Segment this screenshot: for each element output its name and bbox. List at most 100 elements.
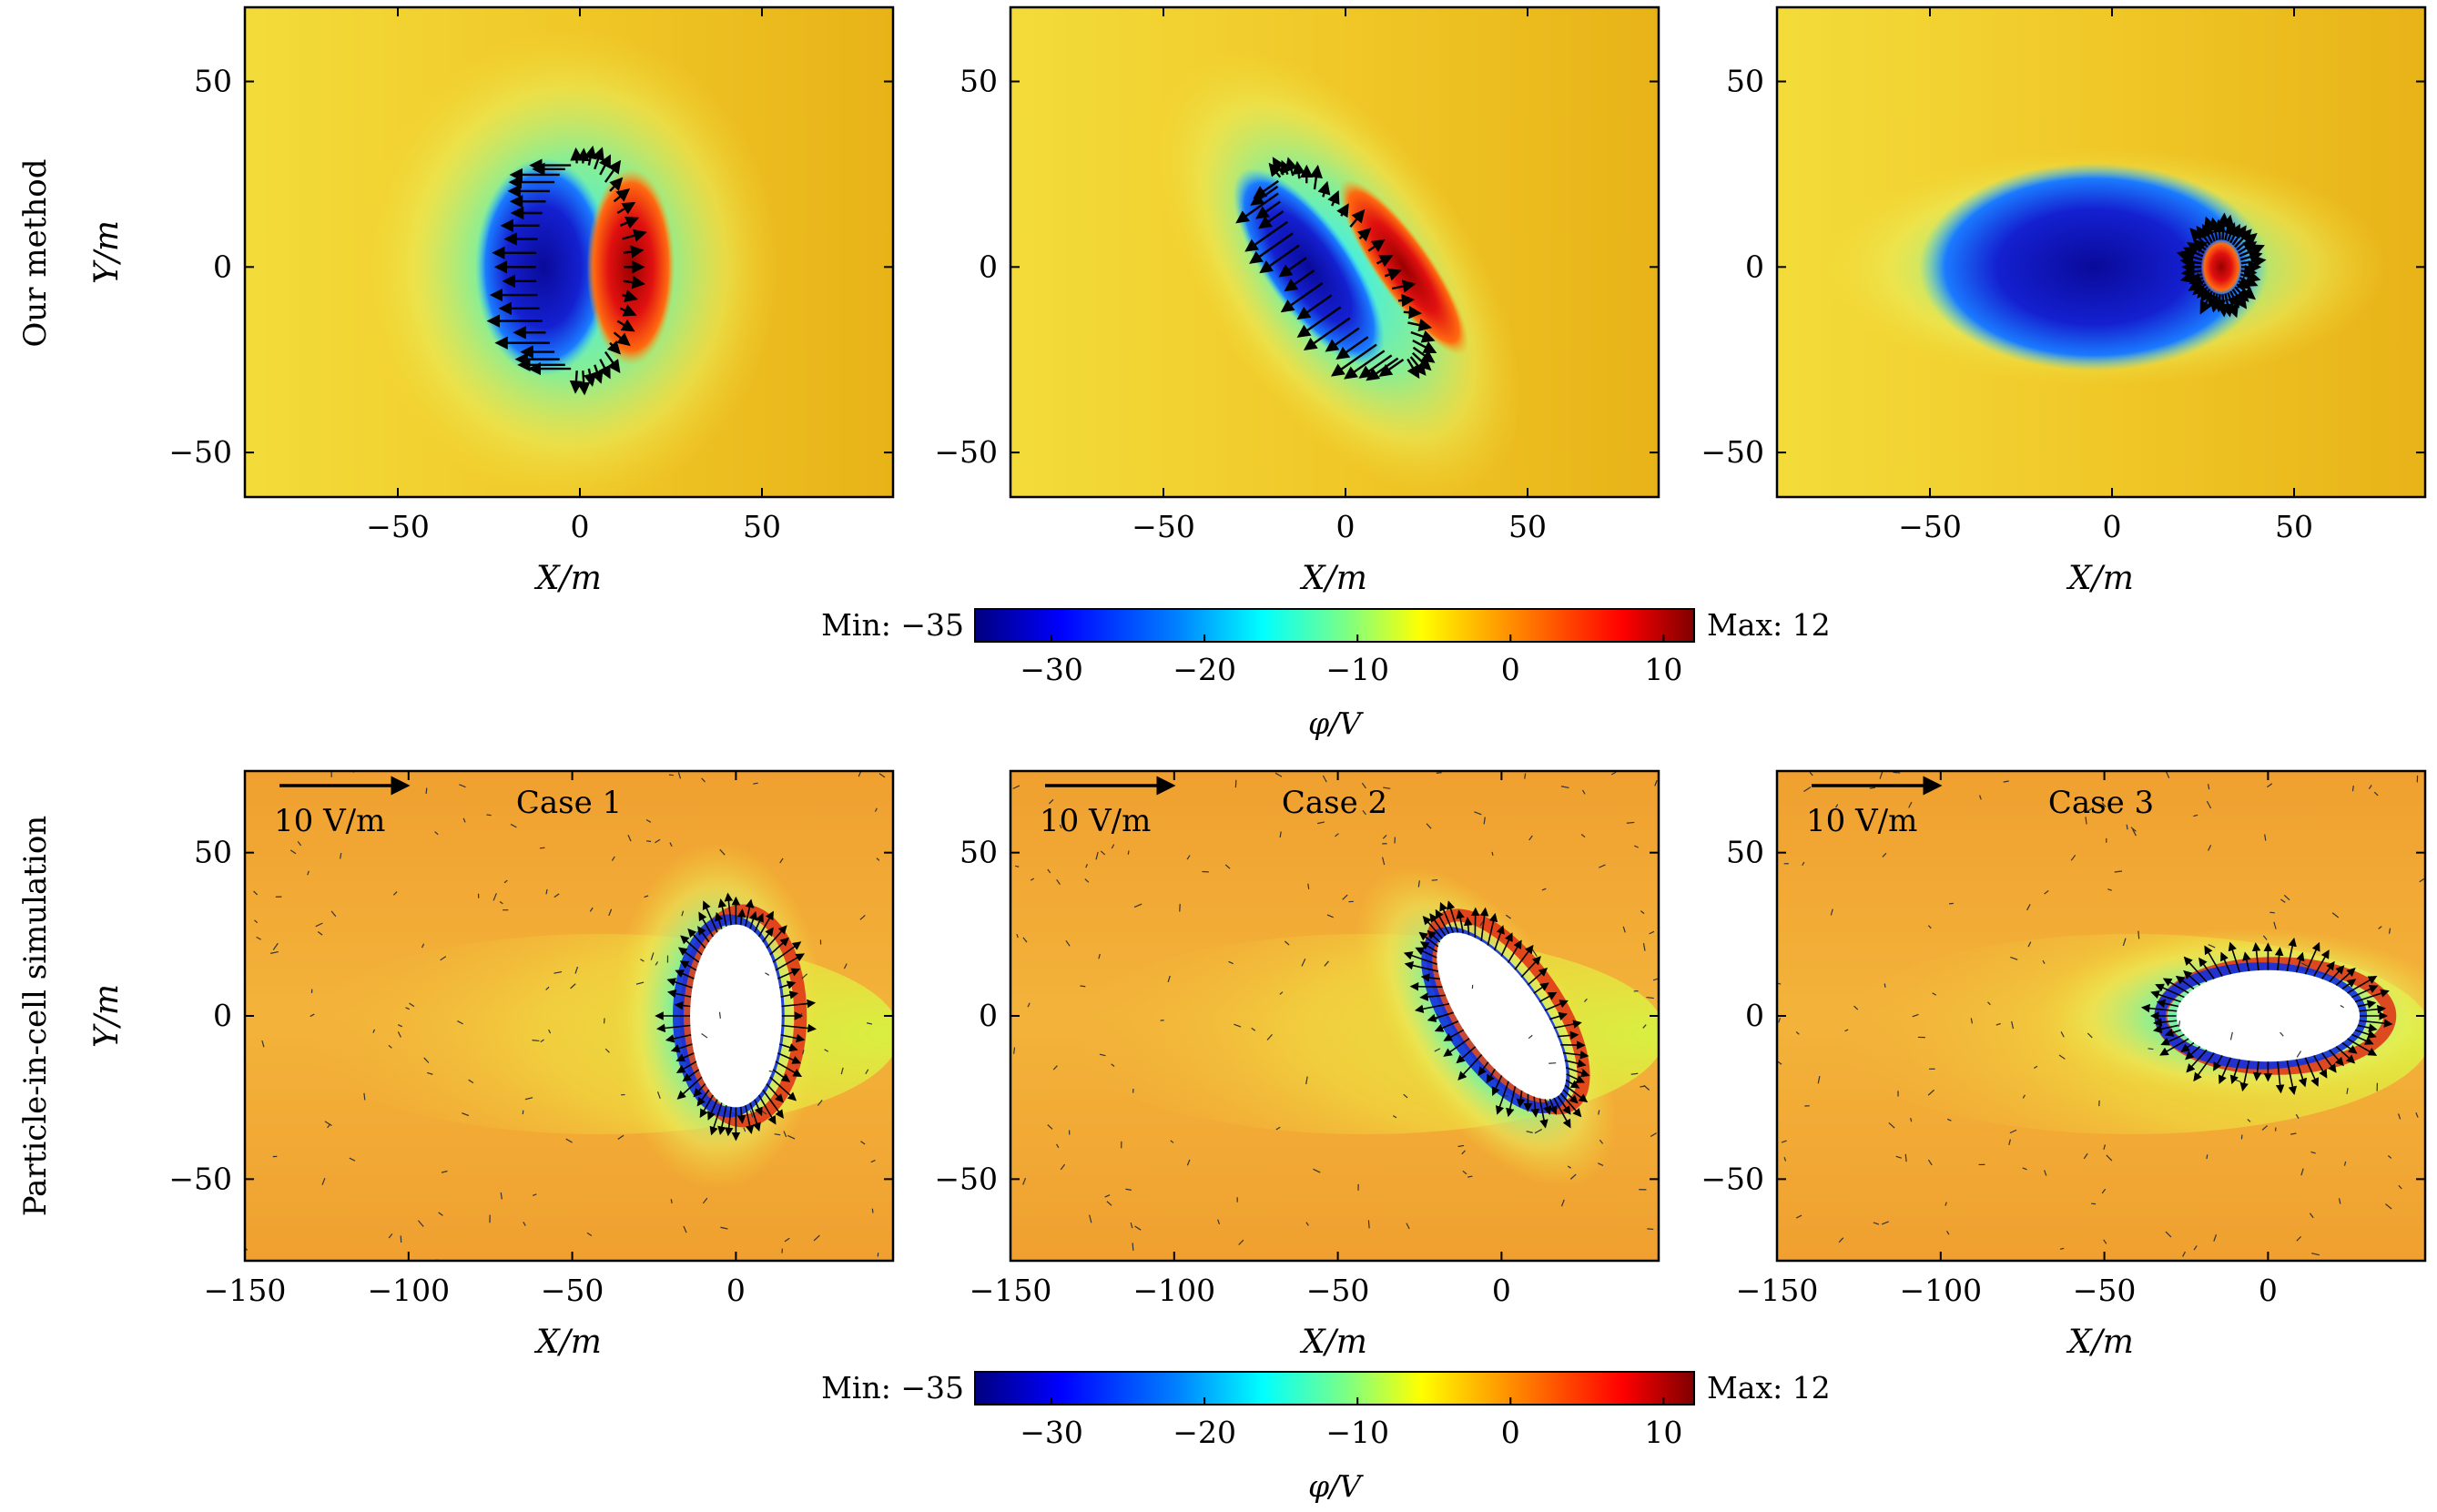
field-arrow-small — [2003, 780, 2009, 783]
x-tick-label: −50 — [541, 1273, 604, 1308]
field-arrow — [682, 1069, 700, 1082]
field-arrow — [1419, 941, 1438, 953]
y-tick-label: −50 — [1701, 434, 1764, 470]
field-arrow-small — [645, 840, 652, 843]
field-arrow — [1487, 912, 1498, 946]
field-arrow — [1415, 947, 1437, 959]
field-arrow — [598, 154, 611, 176]
field-arrow-small — [1802, 861, 1805, 866]
field-arrow-small — [1167, 975, 1171, 983]
field-arrow — [2180, 1041, 2195, 1053]
field-arrow-small — [865, 1069, 869, 1074]
field-arrow-small — [650, 952, 655, 960]
field-arrow-small — [545, 986, 550, 990]
field-arrow-small — [1052, 1065, 1058, 1071]
field-arrow-small — [655, 961, 659, 966]
field-arrow-small — [2283, 894, 2290, 901]
x-tick-label: −150 — [1736, 1273, 1819, 1308]
field-arrow — [748, 910, 757, 929]
field-arrow — [766, 925, 787, 949]
field-arrow-small — [1406, 1223, 1410, 1230]
field-arrow — [780, 1033, 806, 1043]
field-arrow-small — [719, 848, 726, 856]
field-arrows — [1403, 900, 1590, 1129]
x-tick-label: 0 — [2103, 509, 2122, 544]
field-arrow-small — [783, 1131, 787, 1138]
field-arrow-small — [1908, 801, 1913, 808]
field-arrow — [619, 304, 637, 317]
field-arrow-small — [256, 936, 261, 940]
field-arrow — [2239, 250, 2263, 264]
field-arrow-small — [2290, 1132, 2297, 1135]
field-arrow-small — [1978, 795, 1982, 800]
field-arrow — [623, 245, 645, 259]
y-tick-label: −50 — [934, 1161, 998, 1196]
field-arrow-small — [1838, 1237, 1844, 1243]
field-arrow-small — [874, 807, 878, 812]
field-arrow — [2238, 241, 2258, 254]
field-arrow — [1411, 351, 1432, 371]
case-label: Case 1 — [516, 785, 622, 821]
field-arrow-small — [438, 1212, 443, 1216]
field-arrow-small — [2267, 783, 2273, 788]
field-arrow — [2160, 1033, 2185, 1046]
field-arrow-small — [409, 1002, 415, 1008]
field-arrow-small — [1528, 835, 1533, 841]
field-arrow-small — [2338, 1198, 2341, 1204]
y-tick-label: −50 — [934, 434, 998, 470]
field-arrow — [570, 147, 584, 164]
x-tick-label: 50 — [743, 509, 781, 544]
field-arrow — [1280, 159, 1293, 176]
field-arrow — [1549, 1011, 1568, 1021]
field-arrow-small — [1599, 1139, 1604, 1144]
field-arrow — [1434, 1020, 1459, 1032]
field-arrow — [2313, 949, 2330, 977]
field-arrow-small — [787, 1134, 796, 1140]
field-arrow — [666, 978, 693, 989]
field-arrow-small — [1361, 782, 1366, 789]
field-arrow-small — [635, 981, 645, 985]
field-arrow — [679, 960, 697, 971]
colorbar-tick-label: −30 — [1020, 652, 1083, 687]
field-arrow — [2335, 968, 2356, 986]
field-arrow-small — [2300, 962, 2309, 967]
field-arrow-small — [608, 908, 613, 917]
field-arrow — [1557, 1030, 1579, 1040]
field-arrow-small — [1362, 809, 1366, 816]
field-arrow-small — [1626, 821, 1635, 824]
field-arrow — [1358, 354, 1393, 379]
field-arrow — [1443, 1038, 1470, 1057]
x-axis-label: X/m — [533, 1324, 602, 1361]
field-arrow — [2186, 1049, 2208, 1073]
field-arrow — [2229, 1059, 2241, 1085]
x-tick-label: −50 — [1132, 509, 1195, 544]
field-arrow-small — [426, 1071, 433, 1075]
field-arrow-small — [2368, 785, 2372, 790]
field-arrow-small — [1844, 1029, 1849, 1032]
field-arrow — [616, 201, 636, 215]
plot-frame — [243, 5, 895, 499]
reference-vector-label: 10 V/m — [1806, 803, 1917, 839]
field-arrow-small — [434, 831, 439, 836]
field-arrow-small — [1022, 937, 1028, 943]
field-arrow — [606, 340, 621, 355]
field-arrow — [762, 1089, 784, 1119]
field-arrow — [736, 908, 746, 926]
x-tick-label: −100 — [1132, 1273, 1215, 1308]
y-tick-label: 50 — [194, 64, 232, 99]
field-arrow — [2357, 1000, 2377, 1009]
field-arrow — [2242, 951, 2251, 972]
field-arrow-small — [656, 1091, 661, 1099]
field-arrow-small — [1228, 960, 1234, 965]
field-arrow — [772, 941, 802, 963]
field-arrow-small — [1879, 771, 1884, 779]
field-arrow-small — [1301, 958, 1306, 967]
field-arrow-small — [611, 856, 615, 861]
field-arrow-small — [1949, 902, 1954, 905]
field-arrow — [1419, 992, 1446, 1001]
object-body — [690, 924, 782, 1108]
field-arrow-small — [1266, 1033, 1273, 1040]
y-tick-label: 0 — [213, 249, 232, 284]
field-arrow-small — [2229, 1031, 2233, 1040]
field-arrow-small — [1324, 960, 1329, 967]
